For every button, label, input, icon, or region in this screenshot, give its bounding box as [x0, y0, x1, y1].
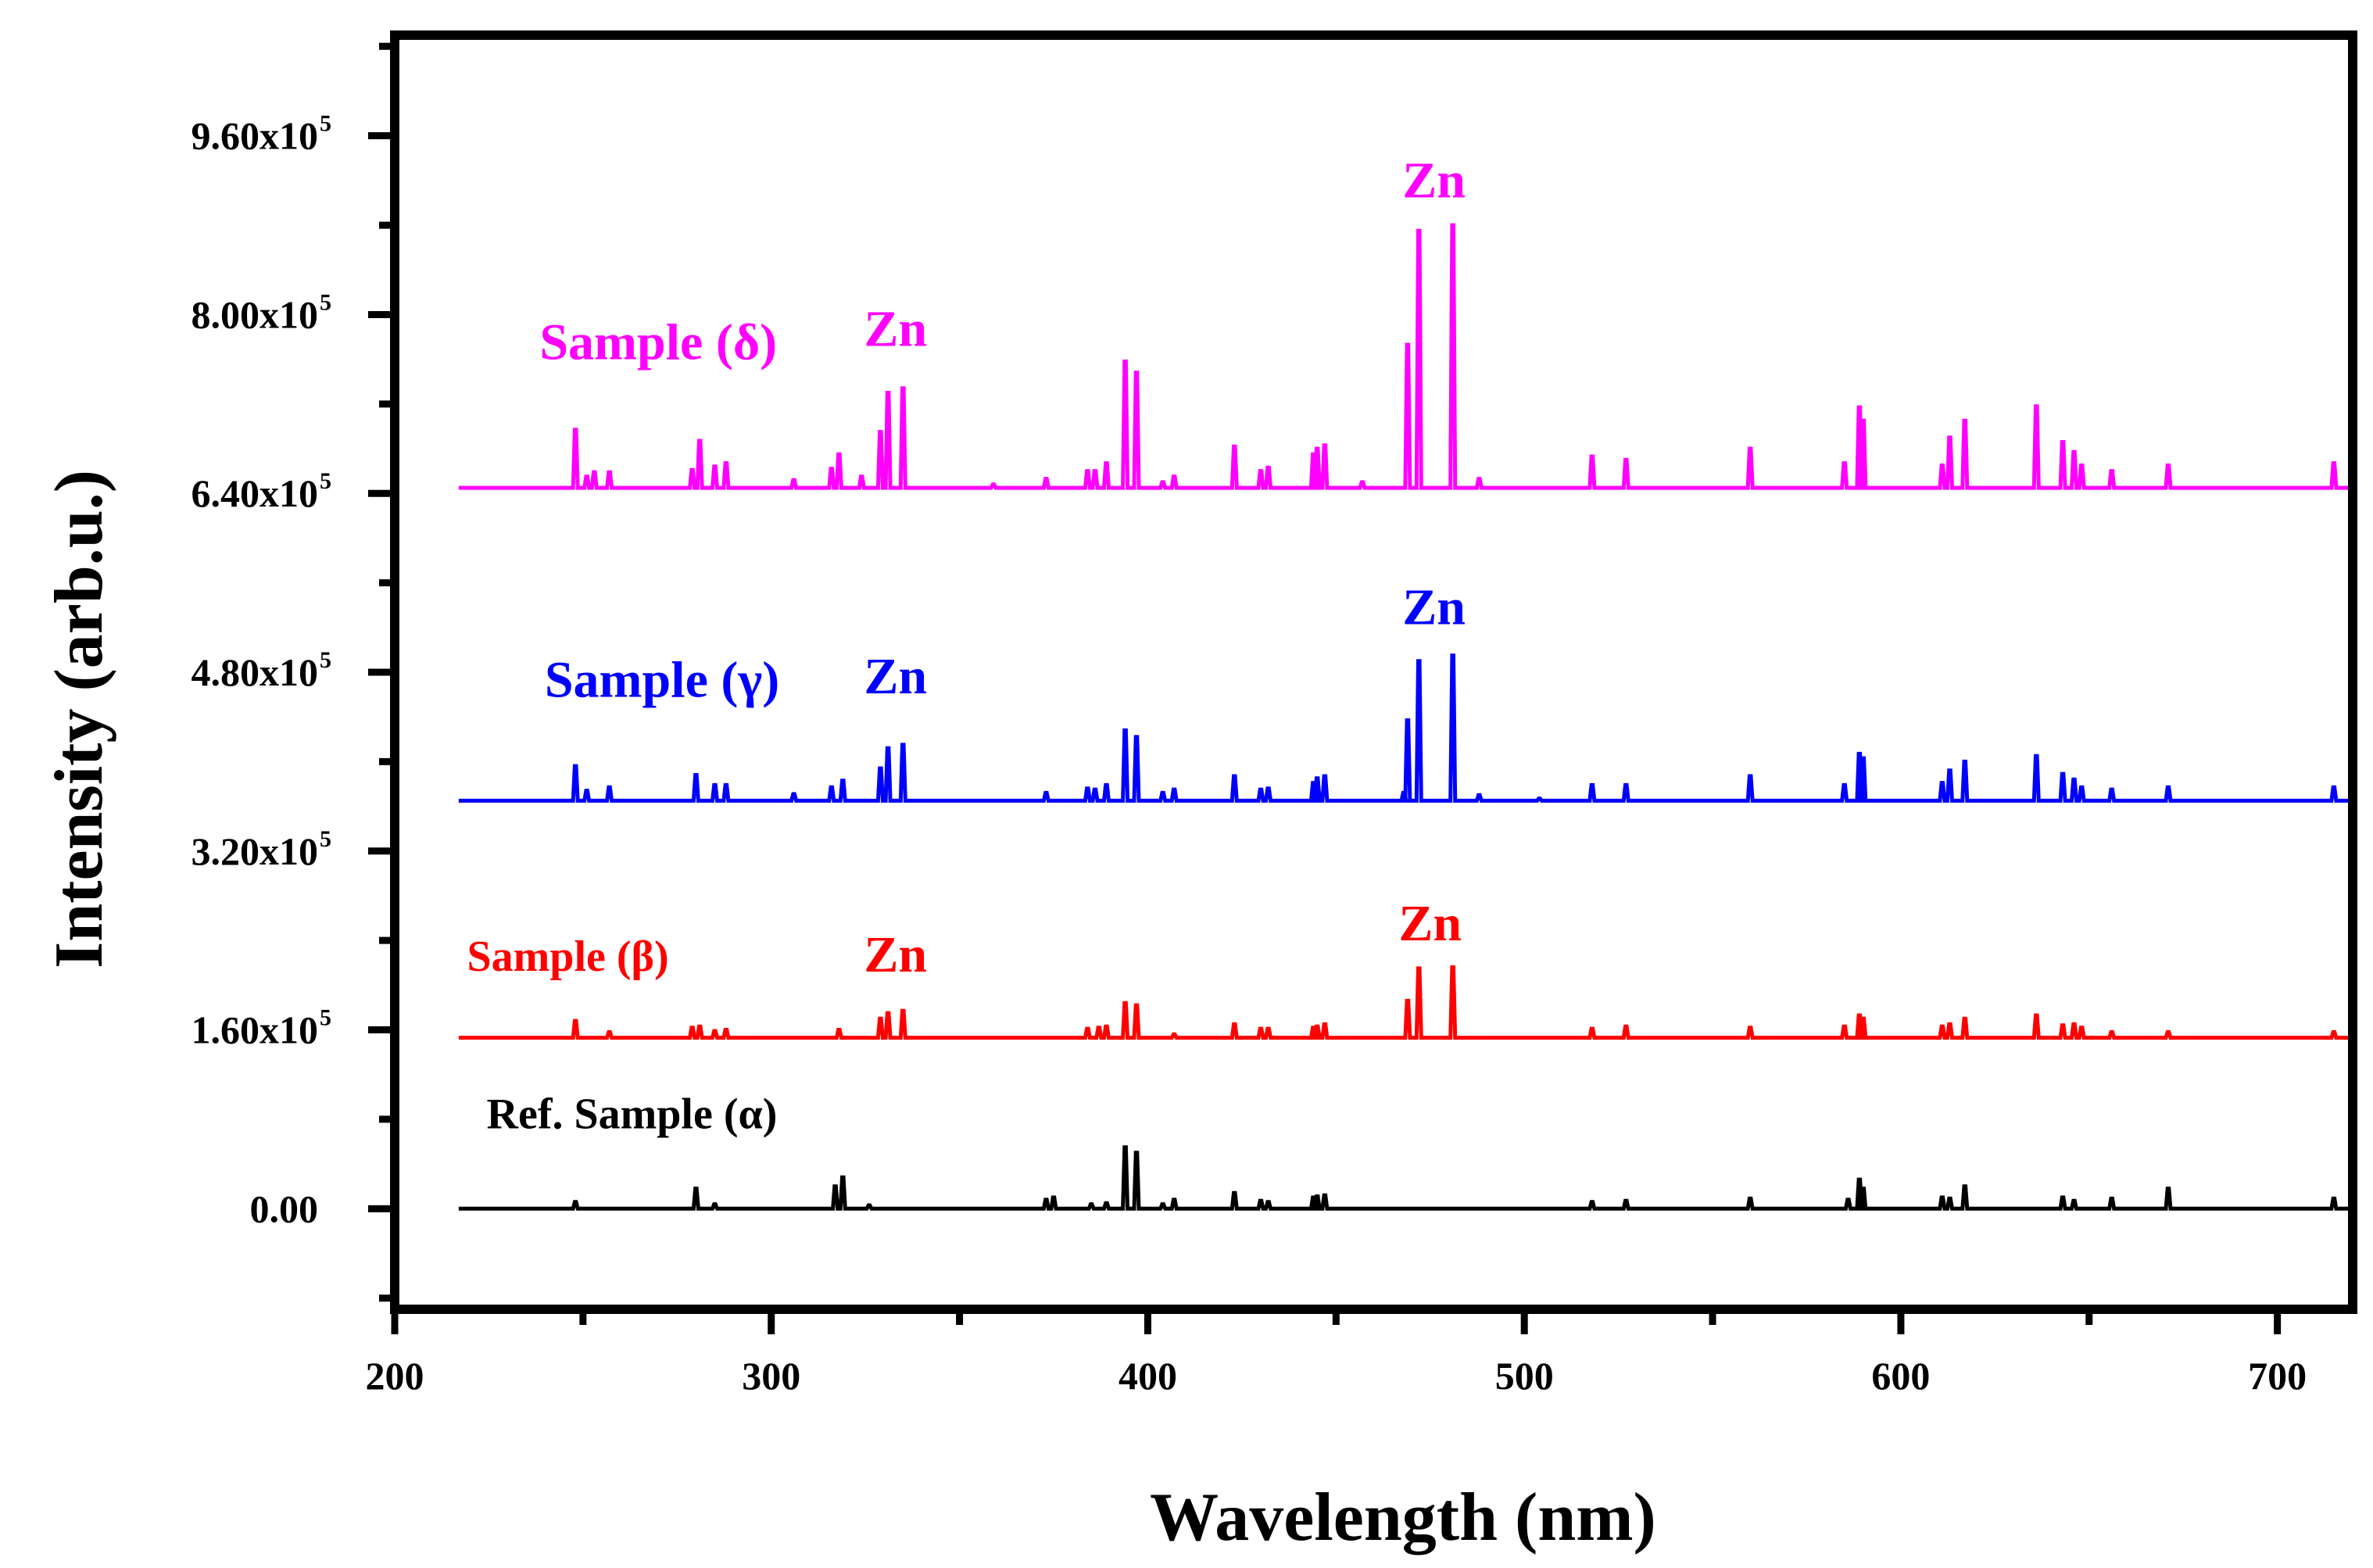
y-tick-label: 3.20x10 [191, 829, 319, 873]
y-tick-exponent: 5 [320, 826, 331, 852]
x-axis-title: Wavelength (nm) [1150, 1480, 1656, 1555]
y-tick-exponent: 5 [320, 289, 331, 315]
y-tick-exponent: 5 [320, 1005, 331, 1031]
x-tick-label: 400 [1118, 1354, 1177, 1398]
annotation-label: Sample (γ) [545, 651, 779, 708]
y-tick-exponent: 5 [320, 468, 331, 494]
y-tick-label: 1.60x10 [191, 1008, 319, 1052]
y-axis: 0.001.60x10 53.20x10 54.80x10 56.40x10 58.00… [191, 42, 395, 1302]
y-tick-label: 9.60x10 [191, 114, 319, 158]
annotation-label: Zn [1398, 895, 1462, 952]
y-axis-title: Intensity (arb.u.) [41, 470, 117, 968]
annotation-label: Zn [1402, 152, 1466, 209]
y-tick-label: 8.00x10 [191, 292, 319, 336]
series-line-0 [458, 1145, 2353, 1211]
annotation-label: Ref. Sample (α) [487, 1090, 778, 1138]
x-tick-label: 700 [2248, 1354, 2307, 1398]
y-tick-exponent: 5 [320, 647, 331, 673]
x-tick-label: 600 [1871, 1354, 1930, 1398]
y-tick-label: 6.40x10 [191, 471, 319, 515]
series-line-2 [458, 653, 2353, 803]
series-layer [458, 223, 2353, 1211]
annotation-label: Zn [864, 300, 927, 357]
annotation-label: Zn [864, 648, 927, 705]
annotation-label: Sample (β) [467, 933, 669, 981]
x-axis: 200 300 400 500 600 700 [366, 1309, 2307, 1398]
x-tick-label: 500 [1495, 1354, 1554, 1398]
y-tick-exponent: 5 [320, 111, 331, 137]
series-line-3 [458, 223, 2353, 490]
series-line-1 [458, 965, 2353, 1040]
annotation-label: Zn [1402, 579, 1466, 636]
x-tick-label: 300 [742, 1354, 800, 1398]
annotation-layer: Sample (δ) Zn Zn Sample (γ) Zn Zn Sample (β) Zn… [467, 152, 1466, 1138]
y-tick-label: 4.80x10 [191, 650, 319, 694]
annotation-label: Zn [864, 926, 927, 983]
annotation-label: Sample (δ) [539, 314, 777, 371]
y-tick-label: 0.00 [250, 1187, 319, 1230]
x-tick-label: 200 [366, 1354, 424, 1398]
